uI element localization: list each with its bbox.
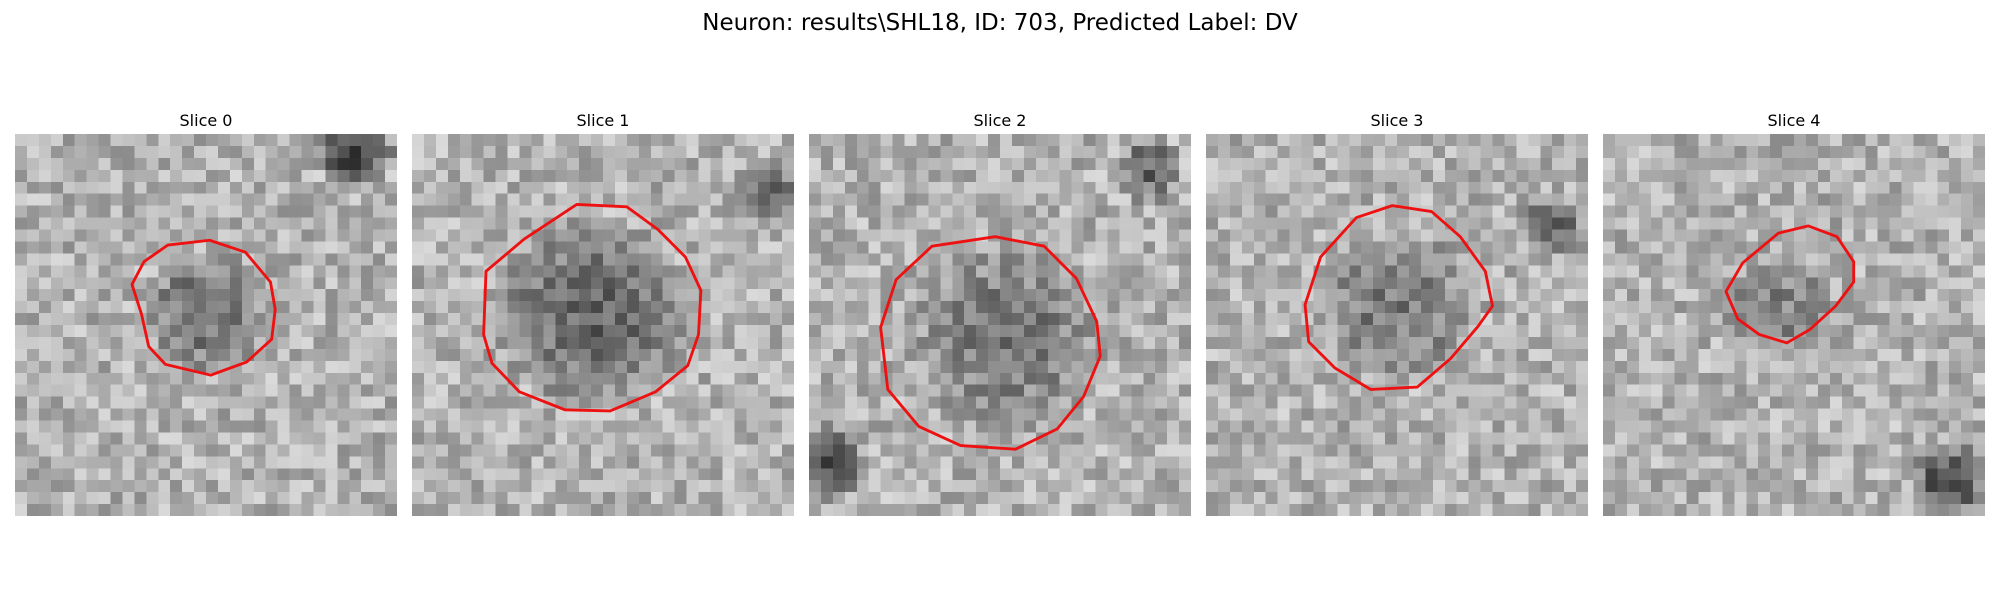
slice-panel-4: Slice 4 <box>1603 108 1985 516</box>
slice-image <box>1206 134 1588 516</box>
slice-image <box>412 134 794 516</box>
roi-outline <box>130 238 277 377</box>
slice-panel-3: Slice 3 <box>1206 108 1588 516</box>
slice-title: Slice 3 <box>1370 111 1424 130</box>
slice-title: Slice 0 <box>179 111 233 130</box>
roi-outline <box>482 202 703 413</box>
slice-panel-2: Slice 2 <box>809 108 1191 516</box>
roi-outline <box>1303 204 1494 391</box>
roi-outline <box>1724 224 1856 345</box>
slice-image <box>809 134 1191 516</box>
slice-image <box>15 134 397 516</box>
slice-panel-0: Slice 0 <box>15 108 397 516</box>
figure-title: Neuron: results\SHL18, ID: 703, Predicte… <box>702 10 1298 36</box>
slice-panel-1: Slice 1 <box>412 108 794 516</box>
slice-title: Slice 1 <box>576 111 630 130</box>
slice-title: Slice 2 <box>973 111 1027 130</box>
slice-image <box>1603 134 1985 516</box>
roi-outline <box>879 235 1102 451</box>
slice-title: Slice 4 <box>1767 111 1821 130</box>
